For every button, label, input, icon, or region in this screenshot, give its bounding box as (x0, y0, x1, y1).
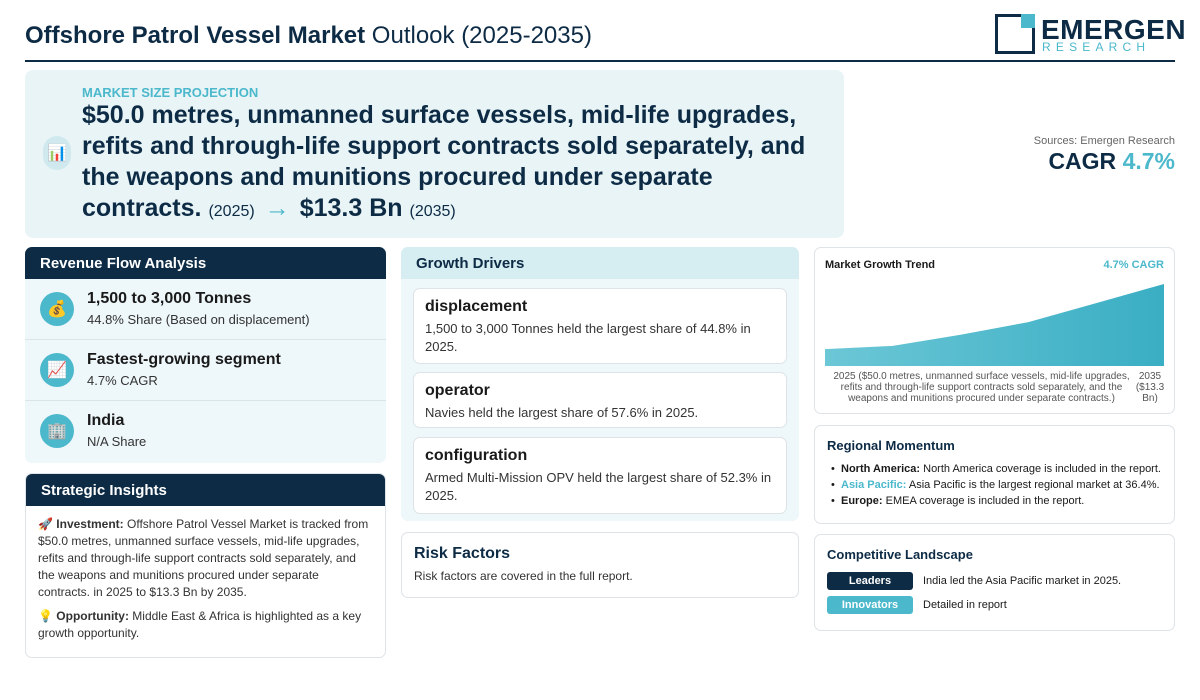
money-bag-icon: 💰 (40, 292, 74, 326)
revenue-flow-title: Revenue Flow Analysis (25, 247, 386, 279)
list-item: 💰 1,500 to 3,000 Tonnes 44.8% Share (Bas… (25, 279, 386, 340)
logo-mark-icon (995, 14, 1035, 54)
start-value: $50.0 metres, unmanned surface vessels, … (82, 101, 806, 222)
opportunity-insight: 💡 Opportunity: Middle East & Africa is h… (38, 609, 362, 640)
competitive-landscape-card: Competitive Landscape Leaders India led … (814, 534, 1175, 631)
market-size-text: $50.0 metres, unmanned surface vessels, … (82, 100, 832, 227)
market-size-panel: 📊 MARKET SIZE PROJECTION $50.0 metres, u… (25, 70, 844, 238)
strategic-insights-card: Strategic Insights 🚀 Investment: Offshor… (25, 473, 386, 658)
list-item: 🏢 India N/A Share (25, 401, 386, 462)
start-year: (2025) (208, 203, 255, 220)
item-title: India (87, 412, 125, 429)
regional-title: Regional Momentum (827, 438, 955, 453)
driver-title: displacement (425, 298, 528, 315)
rocket-icon: 🚀 (38, 517, 53, 531)
list-item: operator Navies held the largest share o… (413, 372, 787, 428)
list-item: Innovators Detailed in report (827, 596, 1162, 620)
list-item: 📈 Fastest-growing segment 4.7% CAGR (25, 340, 386, 401)
risk-factors-card: Risk Factors Risk factors are covered in… (401, 532, 799, 598)
trend-up-icon: 📈 (40, 353, 74, 387)
driver-title: operator (425, 382, 490, 399)
page-title: Offshore Patrol Vessel Market Outlook (2… (25, 22, 592, 49)
sources-text: Sources: Emergen Research (1033, 135, 1175, 147)
page-header: Offshore Patrol Vessel Market Outlook (2… (25, 14, 1186, 62)
cagr-summary: CAGR 4.7% (1048, 148, 1175, 174)
chart-title: Market Growth Trend (825, 259, 936, 271)
chart-cagr: 4.7% CAGR (1103, 259, 1164, 271)
list-item: configuration Armed Multi-Mission OPV he… (413, 437, 787, 514)
risk-title: Risk Factors (414, 545, 511, 562)
market-growth-trend-card: Market Growth Trend 4.7% CAGR 2025 ($50.… (814, 247, 1175, 414)
list-item: Asia Pacific: Asia Pacific is the larges… (831, 479, 1162, 491)
growth-drivers-card: Growth Drivers displacement 1,500 to 3,0… (401, 247, 799, 521)
list-item: displacement 1,500 to 3,000 Tonnes held … (413, 288, 787, 364)
growth-area (825, 284, 1164, 366)
bar-chart-icon: 📊 (43, 136, 71, 170)
end-year: (2035) (409, 203, 456, 220)
item-subtitle: 44.8% Share (Based on displacement) (87, 312, 310, 327)
list-item: Leaders India led the Asia Pacific marke… (827, 572, 1162, 596)
strategic-insights-title: Strategic Insights (26, 474, 385, 506)
investment-insight: 🚀 Investment: Offshore Patrol Vessel Mar… (38, 517, 369, 599)
driver-title: configuration (425, 447, 528, 464)
driver-text: 1,500 to 3,000 Tonnes held the largest s… (425, 321, 751, 354)
item-title: Fastest-growing segment (87, 351, 281, 368)
logo-name: EMERGEN (1041, 14, 1187, 45)
item-subtitle: 4.7% CAGR (87, 373, 158, 388)
innovators-text: Detailed in report (923, 599, 1007, 611)
item-title: 1,500 to 3,000 Tonnes (87, 290, 252, 307)
leaders-text: India led the Asia Pacific market in 202… (923, 575, 1122, 587)
growth-drivers-title: Growth Drivers (401, 247, 799, 279)
building-icon: 🏢 (40, 414, 74, 448)
x-label-start: 2025 ($50.0 metres, unmanned surface ves… (833, 371, 1130, 404)
market-size-label: MARKET SIZE PROJECTION (82, 85, 259, 100)
arrow-icon: → (264, 194, 290, 222)
logo-subtitle: RESEARCH (1042, 40, 1151, 54)
competitive-title: Competitive Landscape (827, 547, 973, 562)
driver-text: Navies held the largest share of 57.6% i… (425, 405, 699, 420)
end-value: $13.3 Bn (299, 194, 403, 222)
list-item: Europe: EMEA coverage is included in the… (831, 495, 1162, 507)
item-subtitle: N/A Share (87, 434, 147, 449)
revenue-flow-card: Revenue Flow Analysis 💰 1,500 to 3,000 T… (25, 247, 386, 463)
list-item: North America: North America coverage is… (831, 463, 1162, 475)
regional-momentum-card: Regional Momentum North America: North A… (814, 425, 1175, 524)
lightbulb-icon: 💡 (38, 609, 53, 623)
innovators-badge: Innovators (827, 596, 913, 614)
growth-area-chart (825, 284, 1164, 366)
leaders-badge: Leaders (827, 572, 913, 590)
emergen-logo[interactable]: EMERGEN RESEARCH (995, 14, 1186, 56)
x-label-end: 2035 ($13.3 Bn) (1135, 371, 1165, 404)
risk-text: Risk factors are covered in the full rep… (414, 569, 633, 583)
driver-text: Armed Multi-Mission OPV held the largest… (425, 470, 772, 503)
